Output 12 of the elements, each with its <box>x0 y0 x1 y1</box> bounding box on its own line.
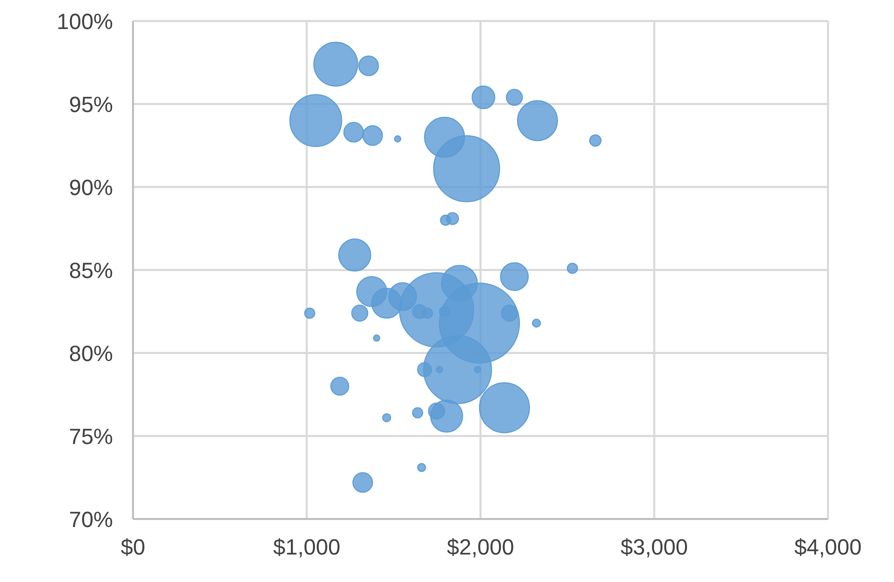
x-tick-label: $0 <box>120 534 146 560</box>
y-tick-label: 85% <box>68 258 113 283</box>
y-tick-label: 75% <box>68 424 113 449</box>
x-tick-label: $2,000 <box>446 534 514 560</box>
y-tick-label: 95% <box>68 92 113 117</box>
y-tick-label: 70% <box>68 506 113 532</box>
x-tick-label: $3,000 <box>620 534 688 560</box>
y-tick-label: 90% <box>68 174 113 200</box>
y-tick-label: 100% <box>56 8 113 34</box>
x-tick-label: $1,000 <box>273 534 340 560</box>
y-tick-label: 80% <box>68 340 113 366</box>
x-tick-label: $4,000 <box>794 534 862 560</box>
